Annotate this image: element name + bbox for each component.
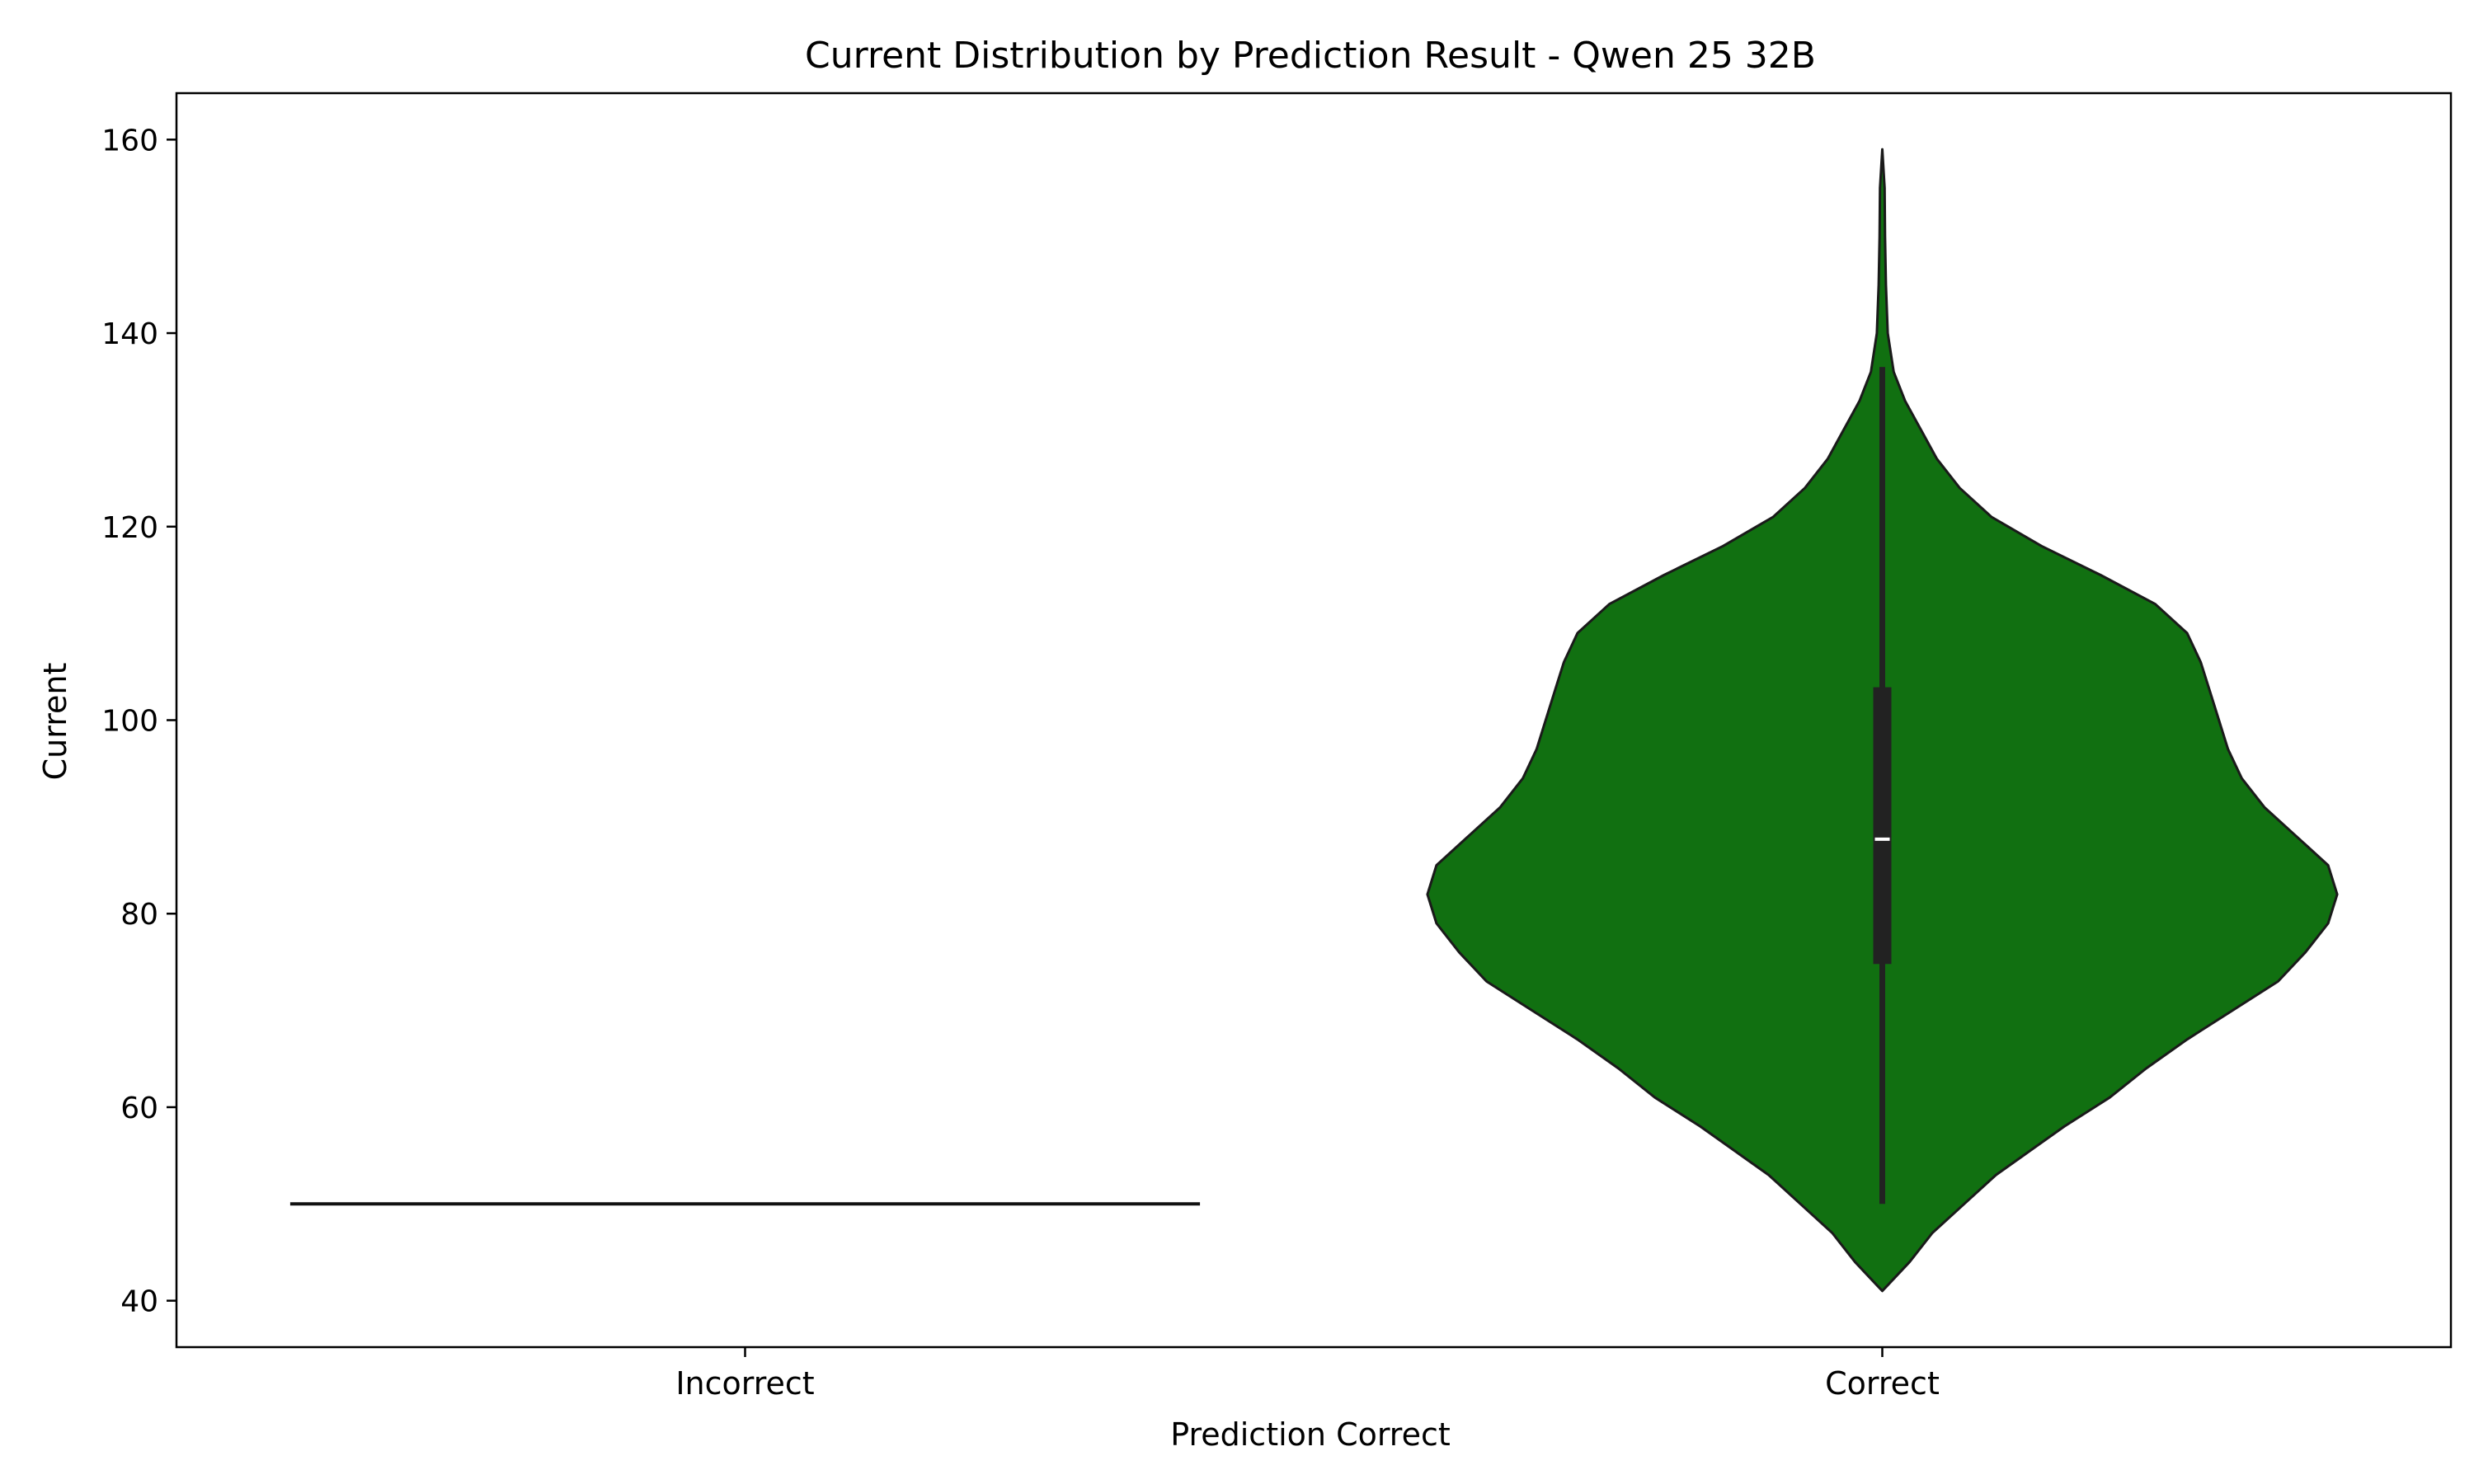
x-axis-label: Prediction Correct <box>1170 1416 1451 1453</box>
plot-frame <box>175 92 2453 1349</box>
x-axis-ticks: Incorrect Correct <box>675 1347 1940 1402</box>
y-tick-label: 140 <box>101 317 158 351</box>
violin-correct-iqr-box <box>1873 687 1892 965</box>
chart-title: Current Distribution by Prediction Resul… <box>805 35 1816 77</box>
y-axis-label: Current <box>37 663 73 781</box>
y-tick-label: 160 <box>101 124 158 157</box>
plot-marks <box>289 148 2339 1293</box>
x-tick-label: Incorrect <box>675 1365 814 1402</box>
y-tick-label: 80 <box>120 898 158 932</box>
y-tick-label: 40 <box>120 1285 158 1319</box>
y-tick-label: 60 <box>120 1092 158 1125</box>
y-tick-label: 100 <box>101 705 158 739</box>
x-tick-label: Correct <box>1825 1365 1940 1402</box>
y-tick-label: 120 <box>101 511 158 545</box>
y-axis-ticks: 40 60 80 100 120 140 160 <box>101 124 176 1319</box>
